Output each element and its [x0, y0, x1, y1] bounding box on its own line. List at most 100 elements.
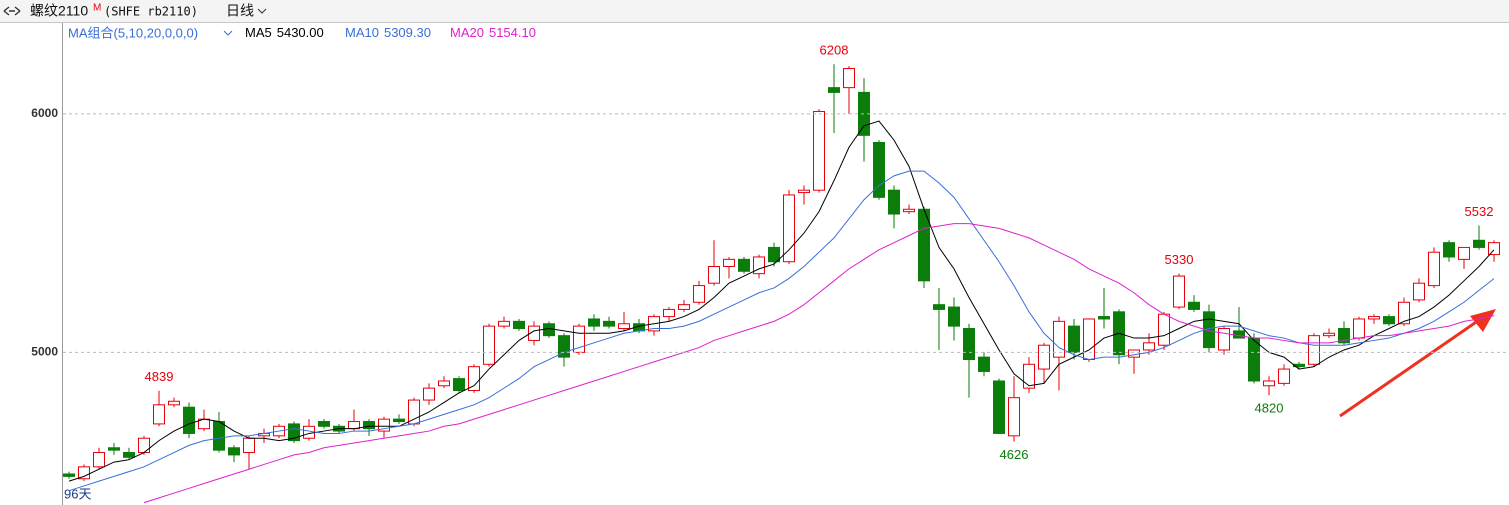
candle-body [1008, 397, 1020, 437]
candle-body [1038, 344, 1050, 370]
candle-body [423, 387, 435, 401]
candle-body [1458, 246, 1470, 260]
candle-body [888, 189, 900, 215]
ma-legend-title[interactable]: MA组合(5,10,20,0,0,0) [68, 25, 198, 40]
candle-body [783, 194, 795, 263]
extreme-label: 4839 [145, 369, 174, 384]
toolbar [0, 0, 1509, 22]
flag: M [93, 3, 101, 14]
candle-body [843, 68, 855, 89]
candle-body [363, 421, 375, 430]
candle-body [1398, 301, 1410, 325]
candle-body [873, 141, 885, 198]
candle-body [1158, 313, 1170, 346]
candle-body [153, 404, 165, 425]
legend-value: 5309.30 [384, 25, 431, 40]
extreme-label: 4626 [1000, 447, 1029, 462]
candle-body [768, 246, 780, 263]
candle-body [228, 447, 240, 456]
candle-body [93, 452, 105, 468]
candle-body [1218, 328, 1230, 351]
candle-body [1488, 242, 1500, 256]
candle-body [1473, 239, 1485, 248]
candle-body [993, 380, 1005, 434]
candle-body [1053, 320, 1065, 358]
code: (SHFE rb2110) [104, 5, 198, 19]
candle-body [813, 110, 825, 191]
legend-name: MA10 [345, 25, 379, 40]
candle-body [1383, 316, 1395, 325]
candle-body [1353, 318, 1365, 339]
candle-body [678, 304, 690, 310]
candle-body [753, 256, 765, 275]
legend-value: 5430.00 [277, 25, 324, 40]
candle-body [618, 323, 630, 330]
legend-value: 5154.10 [489, 25, 536, 40]
candle-body [243, 437, 255, 454]
candle-body [1338, 328, 1350, 344]
candle-body [663, 308, 675, 318]
candle-body [828, 87, 840, 93]
candle-body [408, 399, 420, 425]
candle-body [468, 366, 480, 392]
candle-body [1233, 330, 1245, 339]
candle-body [63, 473, 75, 477]
candle-body [798, 189, 810, 194]
candle-body [1068, 325, 1080, 353]
candle-body [1098, 316, 1110, 320]
ma-line [68, 170, 1495, 492]
candle-body [138, 437, 150, 454]
candle-body [378, 418, 390, 432]
extreme-label: 6208 [820, 43, 849, 58]
candle-body [903, 208, 915, 213]
candle-body [453, 378, 465, 392]
y-tick-label: 6000 [31, 106, 58, 120]
extreme-label: 5532 [1465, 204, 1494, 219]
candle-body [1428, 251, 1440, 287]
candle-body [438, 380, 450, 387]
candle-body [168, 400, 180, 406]
days-label: 96天 [64, 486, 91, 501]
candle-body [1293, 363, 1305, 368]
candle-body [738, 258, 750, 272]
ma-dropdown[interactable] [223, 30, 233, 36]
candle-body [963, 328, 975, 361]
arrow [1339, 316, 1483, 418]
candle-body [1443, 242, 1455, 258]
candle-body [1128, 349, 1140, 358]
legend-entry: MA10 5309.30 [345, 25, 431, 40]
candle-body [558, 335, 570, 358]
link-icon[interactable] [3, 6, 21, 16]
candle-body [1323, 332, 1335, 337]
candle-body [393, 418, 405, 423]
candle-body [498, 320, 510, 327]
period[interactable]: 日线 [226, 3, 254, 19]
candle-body [1173, 275, 1185, 308]
ma-line [68, 120, 1495, 482]
candle-body [123, 452, 135, 458]
extreme-label: 5330 [1165, 252, 1194, 267]
candle-body [528, 325, 540, 341]
candle-body [978, 356, 990, 372]
candle-body [183, 406, 195, 434]
y-tick-label: 5000 [31, 345, 58, 359]
candle-body [948, 306, 960, 327]
period-dropdown[interactable] [257, 8, 267, 14]
symbol: 螺纹2110 [30, 3, 88, 19]
legend-entry: MA5 5430.00 [245, 25, 324, 40]
ma-line [143, 223, 1495, 504]
candle-body [1248, 337, 1260, 382]
candle-body [288, 423, 300, 442]
legend-entry: MA20 5154.10 [450, 25, 536, 40]
candle-body [213, 421, 225, 451]
candle-body [708, 266, 720, 284]
candle-body [1143, 342, 1155, 351]
candle-body [78, 466, 90, 480]
candle-body [483, 325, 495, 365]
extreme-label: 4820 [1255, 401, 1284, 416]
candle-body [1188, 301, 1200, 310]
candle-body [1413, 282, 1425, 301]
candle-body [693, 285, 705, 303]
